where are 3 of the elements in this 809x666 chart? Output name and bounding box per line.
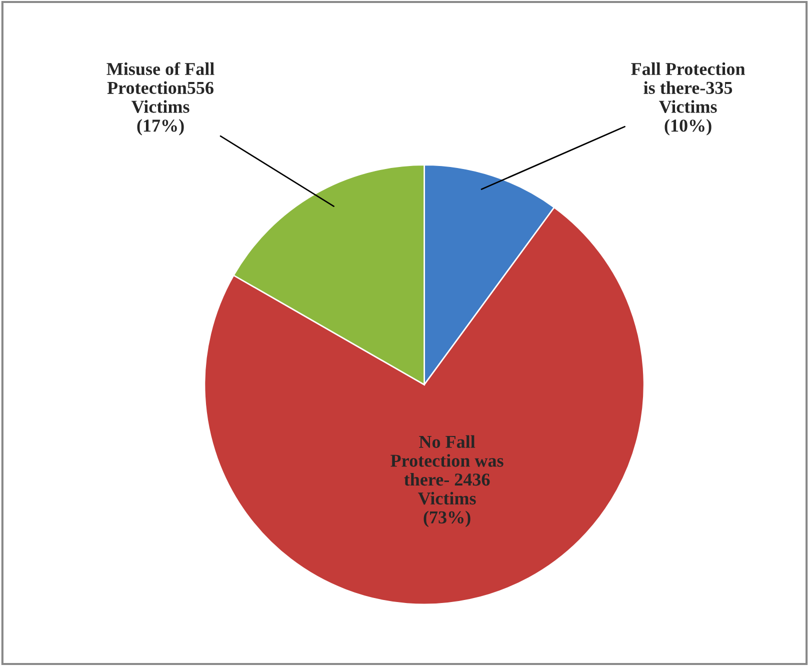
slice-label: Misuse of Fall Protection556 Victims (17%) bbox=[106, 62, 214, 136]
slice-label: No Fall Protection was there- 2436 Victims (73%) bbox=[390, 435, 504, 528]
slice-label: Fall Protection is there-335 Victims (10%) bbox=[631, 62, 746, 136]
